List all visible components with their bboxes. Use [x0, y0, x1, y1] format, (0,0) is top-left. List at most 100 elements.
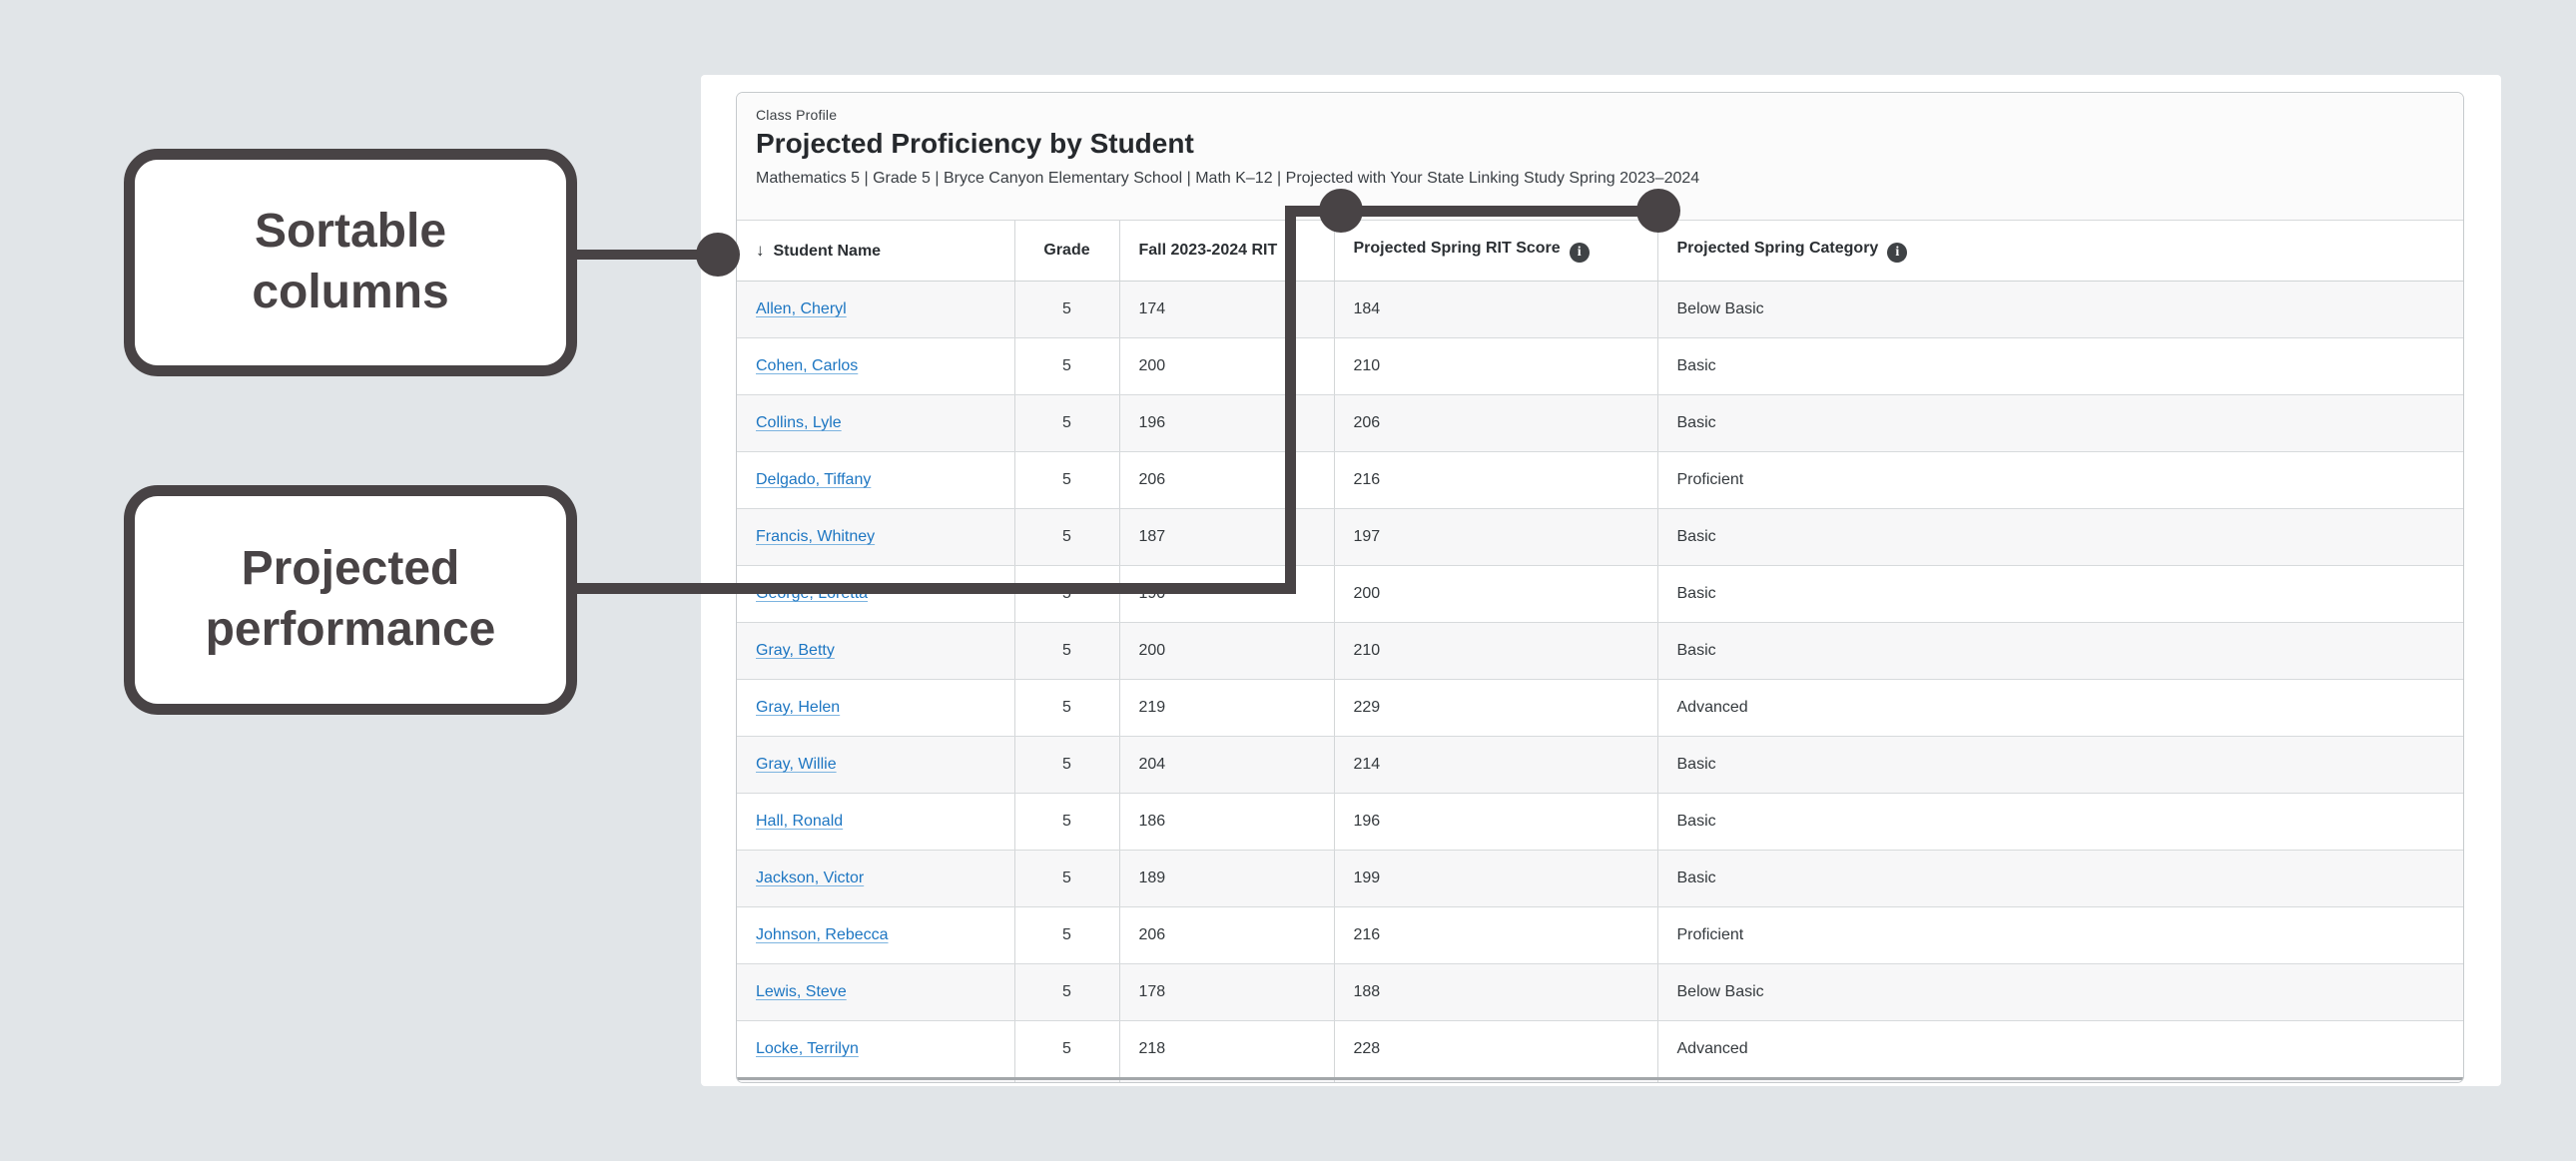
student-name-link[interactable]: Hall, Ronald: [756, 813, 844, 830]
connector-dot-student-name: [696, 233, 740, 277]
table-row: Gray, Helen 5 219 229 Advanced: [737, 679, 2463, 737]
student-name-link[interactable]: Gray, Willie: [756, 756, 837, 773]
student-name-link[interactable]: Lewis, Steve: [756, 983, 847, 1000]
student-name-cell: Johnson, Rebecca: [737, 906, 1015, 964]
student-name-link[interactable]: Collins, Lyle: [756, 414, 842, 431]
fall-rit-cell: 218: [1119, 1020, 1335, 1080]
projected-category-cell: Basic: [1657, 793, 2463, 851]
callout-sortable-columns: Sortable columns: [124, 149, 577, 376]
student-name-cell: Gray, Willie: [737, 736, 1015, 794]
class-profile-card: Class Profile Projected Proficiency by S…: [736, 92, 2464, 1083]
sort-descending-icon: ↓: [756, 241, 765, 260]
grade-cell: 5: [1014, 793, 1120, 851]
column-header-student-name[interactable]: ↓ Student Name: [737, 221, 1015, 282]
table-row: Collins, Lyle 5 196 206 Basic: [737, 394, 2463, 452]
fall-rit-cell: 219: [1119, 679, 1335, 737]
projected-rit-cell: 200: [1334, 565, 1658, 623]
column-divider: [1014, 1080, 1015, 1082]
fall-rit-cell: 189: [1119, 850, 1335, 907]
fall-rit-cell: 190: [1119, 565, 1335, 623]
student-name-cell: Lewis, Steve: [737, 963, 1015, 1021]
grade-cell: 5: [1014, 622, 1120, 680]
column-divider: [1657, 1080, 1658, 1082]
fall-rit-cell: 187: [1119, 508, 1335, 566]
connector-dot-projected-category: [1636, 189, 1680, 233]
table-row: Jackson, Victor 5 189 199 Basic: [737, 850, 2463, 907]
projected-category-cell: Basic: [1657, 565, 2463, 623]
projected-rit-cell: 184: [1334, 281, 1658, 338]
projected-category-cell: Advanced: [1657, 1020, 2463, 1080]
column-header-projected-spring-category[interactable]: Projected Spring Category i: [1657, 221, 2463, 282]
connector-line-projected-top: [1285, 206, 1660, 217]
fall-rit-cell: 206: [1119, 451, 1335, 509]
grade-cell: 5: [1014, 565, 1120, 623]
student-name-link[interactable]: Jackson, Victor: [756, 870, 865, 886]
table-header-row: ↓ Student Name Grade Fall 2023-2024 RIT Proj…: [737, 221, 2463, 282]
projected-rit-cell: 197: [1334, 508, 1658, 566]
student-name-cell: Gray, Betty: [737, 622, 1015, 680]
student-name-link[interactable]: Allen, Cheryl: [756, 300, 847, 317]
connector-line-projected-horizontal: [564, 583, 1296, 594]
student-name-link[interactable]: Francis, Whitney: [756, 528, 876, 545]
column-header-grade[interactable]: Grade: [1014, 221, 1120, 282]
table-row: Cohen, Carlos 5 200 210 Basic: [737, 337, 2463, 395]
column-header-label: Projected Spring RIT Score: [1353, 239, 1561, 257]
student-name-link[interactable]: Locke, Terrilyn: [756, 1040, 859, 1057]
fall-rit-cell: 206: [1119, 906, 1335, 964]
projected-rit-cell: 216: [1334, 451, 1658, 509]
student-name-link[interactable]: Cohen, Carlos: [756, 357, 859, 374]
grade-cell: 5: [1014, 850, 1120, 907]
grade-cell: 5: [1014, 394, 1120, 452]
projected-rit-cell: 188: [1334, 963, 1658, 1021]
projected-category-cell: Proficient: [1657, 451, 2463, 509]
table-row: Allen, Cheryl 5 174 184 Below Basic: [737, 281, 2463, 338]
page-title: Projected Proficiency by Student: [756, 128, 1194, 159]
projected-rit-cell: 229: [1334, 679, 1658, 737]
student-name-cell: Hall, Ronald: [737, 793, 1015, 851]
grade-cell: 5: [1014, 451, 1120, 509]
info-icon[interactable]: i: [1569, 242, 1590, 263]
student-name-cell: Jackson, Victor: [737, 850, 1015, 907]
projected-rit-cell: 216: [1334, 906, 1658, 964]
column-divider: [1334, 1080, 1335, 1082]
projected-rit-cell: 199: [1334, 850, 1658, 907]
student-name-cell: Gray, Helen: [737, 679, 1015, 737]
projected-rit-cell: 214: [1334, 736, 1658, 794]
column-header-projected-spring-rit-score[interactable]: Projected Spring RIT Score i: [1334, 221, 1658, 282]
fall-rit-cell: 174: [1119, 281, 1335, 338]
callout-label: Projected performance: [205, 542, 496, 656]
projected-rit-cell: 196: [1334, 793, 1658, 851]
projected-rit-cell: 210: [1334, 622, 1658, 680]
proficiency-table: ↓ Student Name Grade Fall 2023-2024 RIT Proj…: [737, 221, 2463, 1080]
table-row: Delgado, Tiffany 5 206 216 Proficient: [737, 451, 2463, 509]
student-name-cell: Locke, Terrilyn: [737, 1020, 1015, 1080]
column-header-fall-2023-2024-rit[interactable]: Fall 2023-2024 RIT: [1119, 221, 1335, 282]
projected-category-cell: Advanced: [1657, 679, 2463, 737]
table-row: Locke, Terrilyn 5 218 228 Advanced: [737, 1020, 2463, 1080]
grade-cell: 5: [1014, 736, 1120, 794]
student-name-link[interactable]: Gray, Betty: [756, 642, 835, 659]
table-row: Gray, Willie 5 204 214 Basic: [737, 736, 2463, 794]
student-name-link[interactable]: Johnson, Rebecca: [756, 926, 889, 943]
grade-cell: 5: [1014, 337, 1120, 395]
table-row: Gray, Betty 5 200 210 Basic: [737, 622, 2463, 680]
student-name-cell: Cohen, Carlos: [737, 337, 1015, 395]
breadcrumb: Class Profile: [756, 107, 838, 123]
projected-rit-cell: 206: [1334, 394, 1658, 452]
fall-rit-cell: 186: [1119, 793, 1335, 851]
column-header-label: Student Name: [773, 243, 882, 260]
column-header-label: Fall 2023-2024 RIT: [1138, 242, 1278, 259]
connector-line-projected-vertical: [1285, 206, 1296, 594]
report-header: Class Profile Projected Proficiency by S…: [737, 93, 2463, 221]
info-icon[interactable]: i: [1887, 242, 1908, 263]
student-name-link[interactable]: Delgado, Tiffany: [756, 471, 872, 488]
grade-cell: 5: [1014, 1020, 1120, 1080]
projected-rit-cell: 228: [1334, 1020, 1658, 1080]
callout-projected-performance: Projected performance: [124, 485, 577, 715]
projected-category-cell: Below Basic: [1657, 963, 2463, 1021]
projected-rit-cell: 210: [1334, 337, 1658, 395]
fall-rit-cell: 200: [1119, 622, 1335, 680]
fall-rit-cell: 196: [1119, 394, 1335, 452]
student-name-link[interactable]: Gray, Helen: [756, 699, 841, 716]
report-subtitle: Mathematics 5 | Grade 5 | Bryce Canyon E…: [756, 170, 1700, 187]
